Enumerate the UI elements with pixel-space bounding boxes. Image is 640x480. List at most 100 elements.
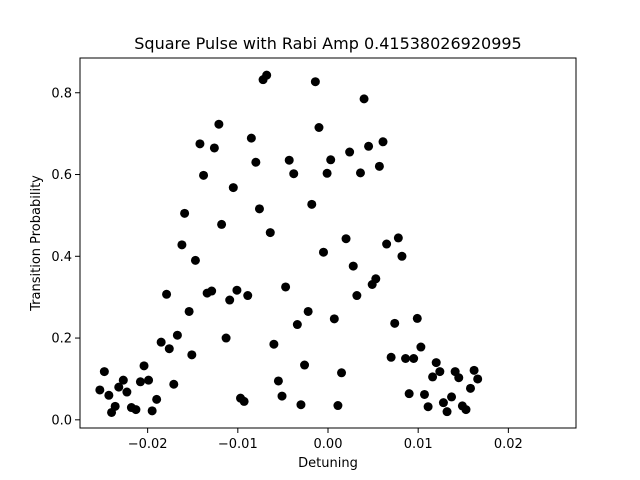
data-point xyxy=(232,285,242,295)
data-point xyxy=(374,161,384,171)
data-point xyxy=(239,396,249,406)
data-point xyxy=(269,339,279,349)
data-point xyxy=(386,352,396,362)
data-point xyxy=(431,358,441,368)
data-point xyxy=(199,170,209,180)
data-point xyxy=(254,204,264,214)
data-point xyxy=(401,354,411,363)
data-point xyxy=(228,183,238,193)
data-point xyxy=(114,382,124,392)
data-point xyxy=(454,373,464,383)
data-point xyxy=(348,261,358,271)
data-point xyxy=(329,314,339,324)
data-point xyxy=(177,240,187,250)
data-point xyxy=(322,168,332,178)
data-point xyxy=(469,365,479,375)
data-point xyxy=(447,392,457,402)
data-point xyxy=(284,155,294,165)
data-point xyxy=(382,239,392,249)
data-point xyxy=(180,208,190,218)
data-point xyxy=(217,219,227,229)
data-point xyxy=(187,350,197,360)
data-point xyxy=(214,119,224,129)
data-point xyxy=(195,139,205,149)
data-point xyxy=(355,168,365,178)
data-point xyxy=(207,286,217,296)
data-point xyxy=(438,398,448,408)
data-point xyxy=(162,289,172,299)
x-tick-label: 0.01 xyxy=(404,437,433,452)
data-point xyxy=(243,291,253,301)
data-point xyxy=(265,228,275,238)
data-point xyxy=(409,354,419,363)
chart-title: Square Pulse with Rabi Amp 0.41538026920… xyxy=(134,34,521,53)
x-axis-ticks: −0.02 −0.01 0.00 0.01 0.02 xyxy=(128,428,523,452)
data-point xyxy=(300,360,310,370)
data-point xyxy=(152,394,162,404)
y-tick-label: 0.0 xyxy=(51,413,72,428)
data-point xyxy=(364,141,374,151)
data-point xyxy=(442,407,452,417)
data-point xyxy=(251,157,261,167)
data-point xyxy=(273,376,283,386)
data-point xyxy=(435,367,445,377)
data-point xyxy=(131,405,141,415)
data-point xyxy=(419,389,429,399)
data-point xyxy=(292,320,302,330)
data-point xyxy=(371,274,381,284)
data-point xyxy=(465,383,475,393)
data-point xyxy=(412,313,422,323)
data-point xyxy=(135,377,145,387)
data-point xyxy=(378,137,388,147)
data-point xyxy=(416,342,426,352)
data-point xyxy=(289,169,299,179)
data-point xyxy=(118,375,128,385)
data-point xyxy=(190,255,200,265)
data-point xyxy=(184,306,194,316)
y-tick-label: 0.4 xyxy=(51,250,72,265)
data-point xyxy=(296,400,306,410)
data-point xyxy=(310,77,320,87)
data-point xyxy=(337,368,347,378)
data-point xyxy=(393,233,403,243)
data-point xyxy=(164,344,174,354)
y-tick-label: 0.6 xyxy=(51,168,72,183)
data-point xyxy=(307,199,317,209)
data-point xyxy=(262,70,272,80)
data-point xyxy=(397,251,407,261)
data-point xyxy=(404,389,414,399)
data-point xyxy=(423,402,433,412)
data-point xyxy=(95,385,105,395)
data-point xyxy=(333,401,343,411)
data-point xyxy=(314,123,324,132)
y-axis-ticks: 0.0 0.2 0.4 0.6 0.8 xyxy=(51,86,80,428)
data-point xyxy=(326,155,336,165)
data-point xyxy=(225,295,235,305)
data-point xyxy=(246,133,256,143)
data-point xyxy=(428,372,438,382)
data-point xyxy=(169,379,179,389)
x-tick-label: −0.02 xyxy=(128,437,168,452)
x-axis-label: Detuning xyxy=(298,456,358,471)
data-point xyxy=(341,234,351,244)
data-point xyxy=(221,333,231,343)
data-point xyxy=(390,318,400,328)
data-point xyxy=(359,94,369,104)
data-point xyxy=(144,375,154,385)
y-axis-label: Transition Probability xyxy=(29,175,44,312)
data-point xyxy=(281,282,291,292)
data-point xyxy=(461,405,471,415)
x-tick-label: 0.02 xyxy=(494,437,523,452)
data-point xyxy=(209,143,219,153)
data-point xyxy=(104,390,114,400)
y-tick-label: 0.2 xyxy=(51,332,72,347)
data-point xyxy=(352,291,362,301)
data-point xyxy=(147,406,157,416)
x-tick-label: 0.00 xyxy=(314,437,343,452)
data-point xyxy=(473,374,483,384)
data-point xyxy=(110,401,120,411)
data-point xyxy=(156,337,166,347)
data-point xyxy=(345,147,355,157)
data-point xyxy=(139,361,149,371)
